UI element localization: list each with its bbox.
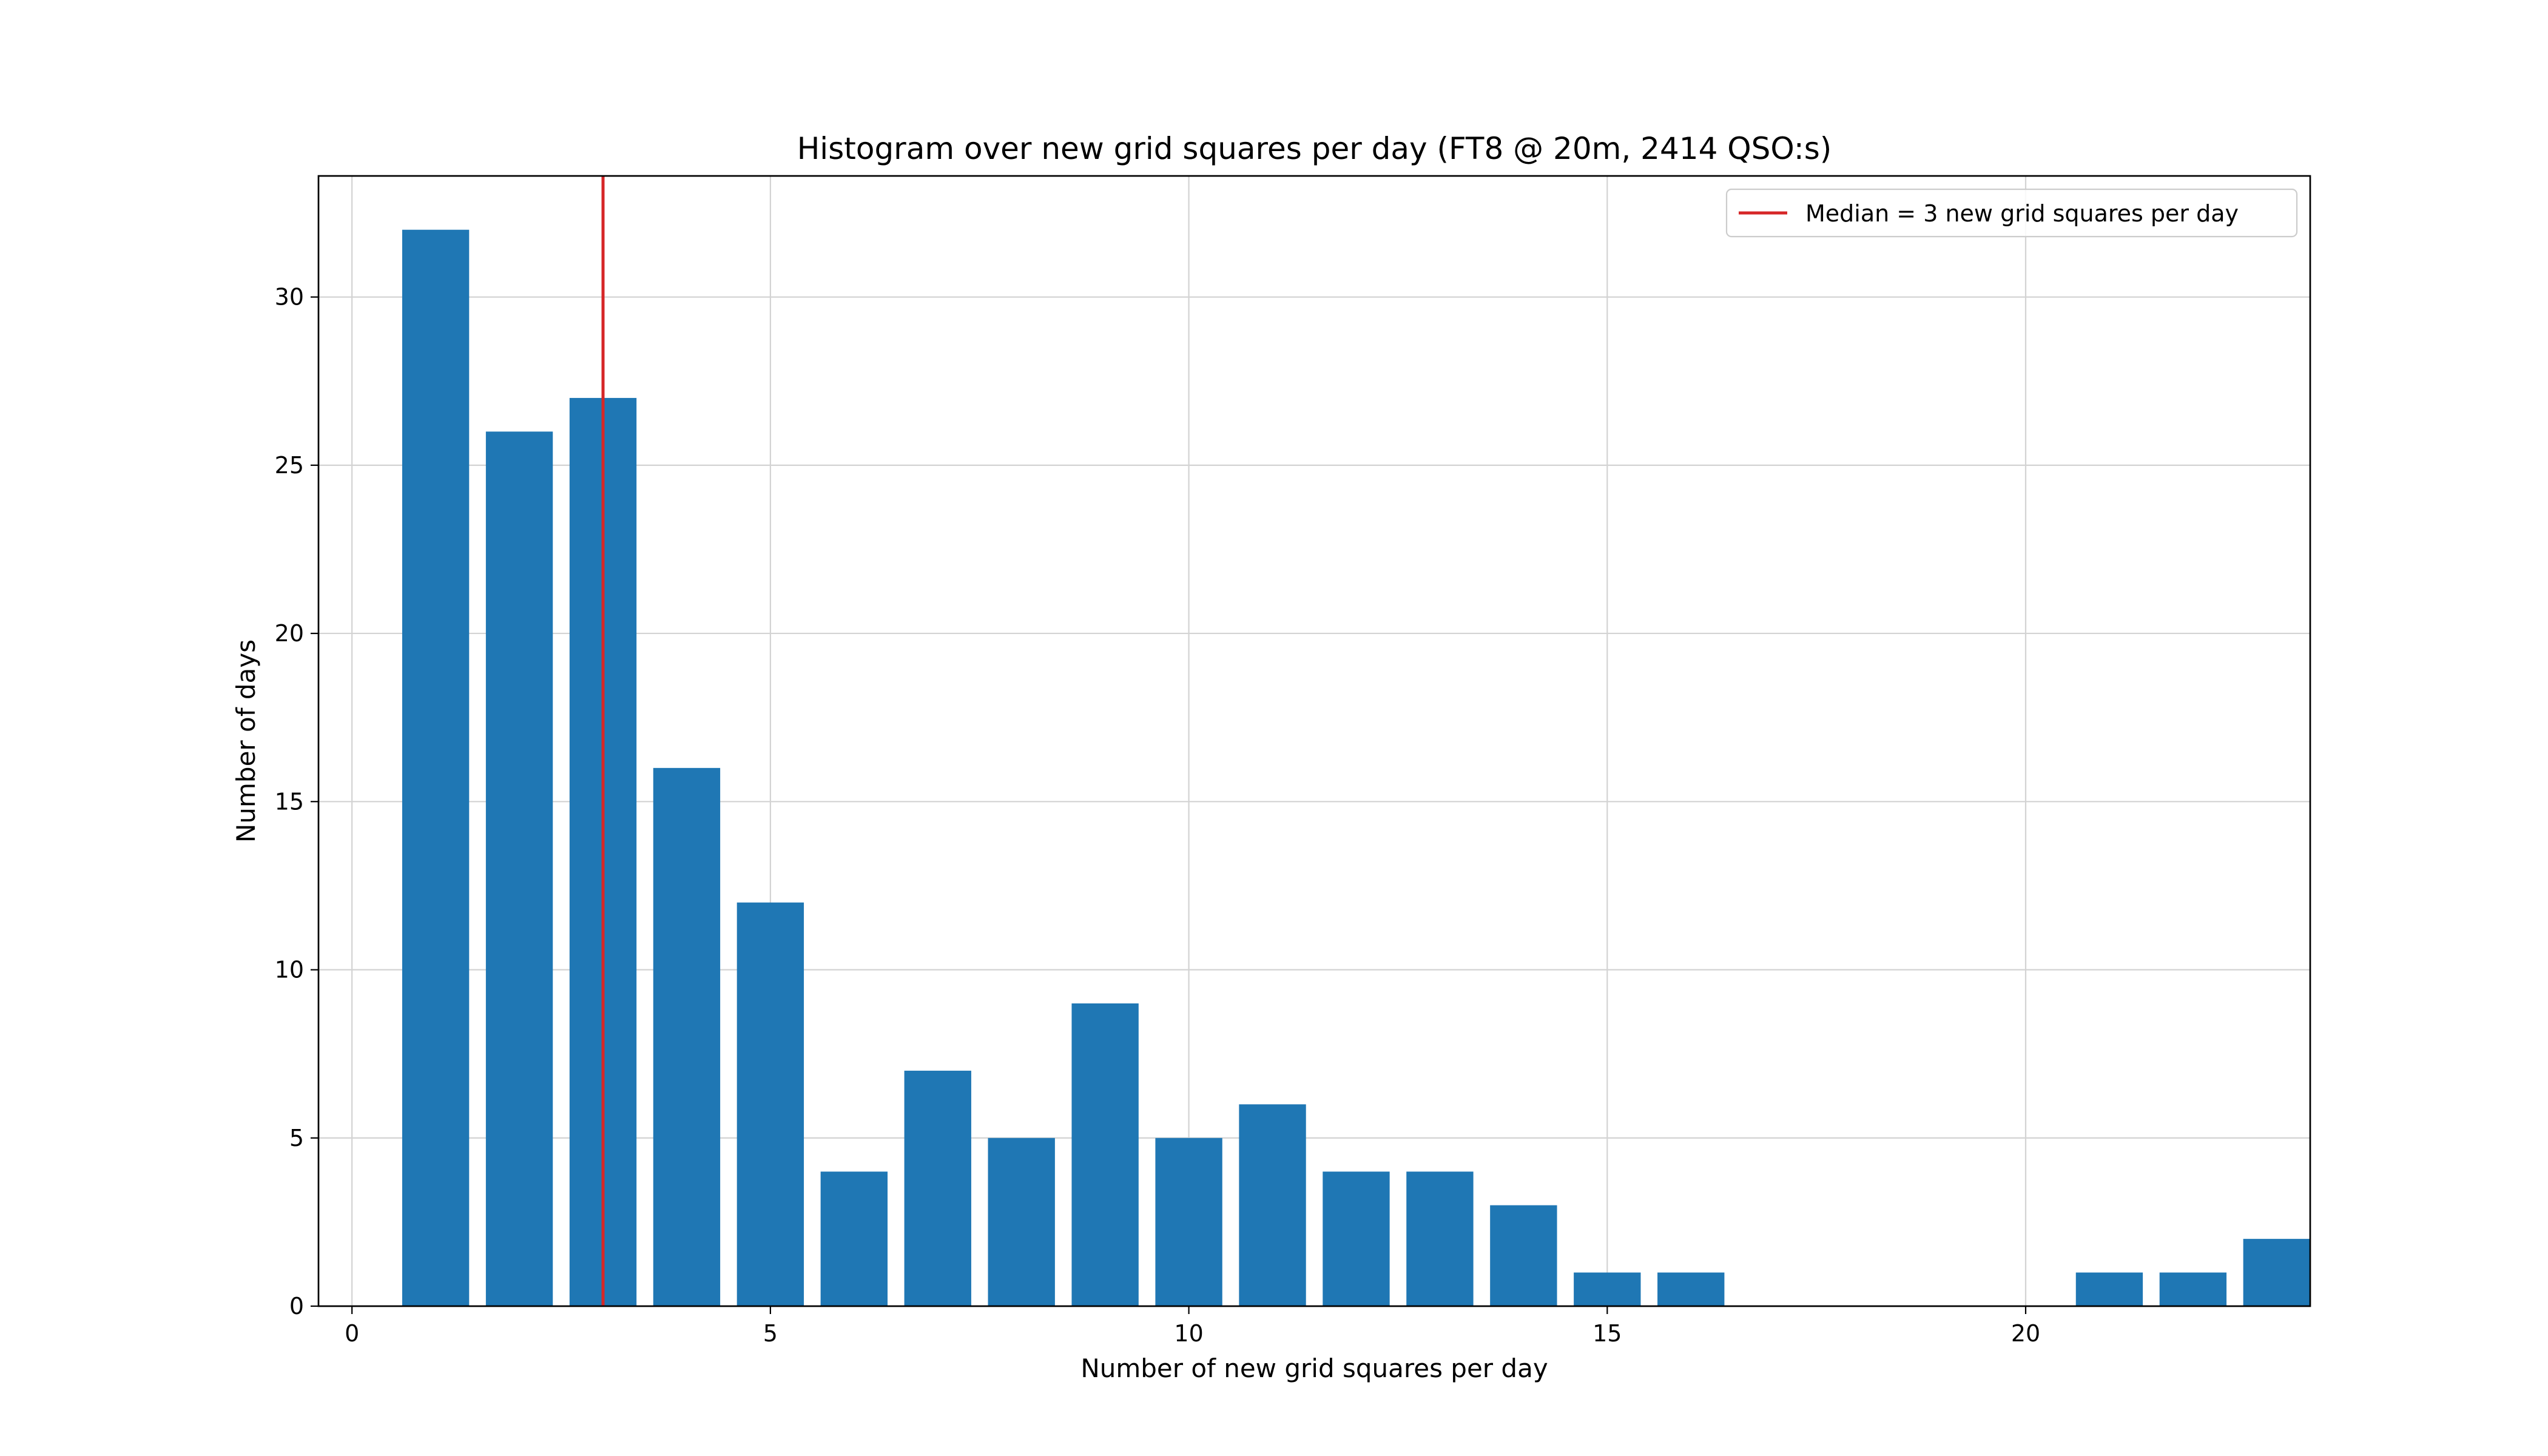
legend-box: [1725, 188, 2298, 238]
histogram-bar: [1239, 1104, 1306, 1306]
histogram-bar: [904, 1070, 971, 1306]
histogram-bar: [1071, 1003, 1139, 1306]
x-axis-label: Number of new grid squares per day: [1080, 1353, 1548, 1383]
y-tick-label: 25: [275, 452, 304, 479]
histogram-bar: [1490, 1205, 1557, 1306]
x-tick-label: 15: [1592, 1320, 1622, 1347]
histogram-bar: [653, 767, 721, 1306]
x-tick-label: 20: [2011, 1320, 2040, 1347]
histogram-bar: [1657, 1272, 1725, 1306]
y-tick-label: 15: [275, 788, 304, 815]
histogram-bar: [820, 1171, 888, 1306]
y-tick-label: 5: [289, 1125, 304, 1151]
x-tick-label: 0: [345, 1320, 359, 1347]
histogram-bar: [1574, 1272, 1641, 1306]
histogram-bar: [736, 902, 804, 1306]
y-axis-ticks: 0 5 10 15 20 25 30: [275, 284, 318, 1320]
chart-title: Histogram over new grid squares per day …: [797, 131, 1832, 166]
y-axis-label: Number of days: [231, 639, 261, 843]
y-tick-label: 0: [289, 1293, 304, 1320]
axes-frame: [317, 175, 2311, 1307]
histogram-bar: [402, 229, 470, 1306]
legend-label: Median = 3 new grid squares per day: [1805, 200, 2239, 227]
histogram-bar: [2243, 1239, 2310, 1306]
y-tick-label: 10: [275, 957, 304, 983]
x-tick-label: 5: [763, 1320, 778, 1347]
histogram-bar: [1155, 1138, 1222, 1306]
histogram-bar: [2075, 1272, 2143, 1306]
histogram-bar: [1323, 1171, 1390, 1306]
legend: Median = 3 new grid squares per day: [1725, 188, 2298, 238]
histogram-bar: [988, 1138, 1055, 1306]
histogram-bar: [1406, 1171, 1474, 1306]
y-tick-label: 30: [275, 284, 304, 311]
y-tick-label: 20: [275, 620, 304, 647]
grid-lines: [318, 176, 2310, 1307]
x-tick-label: 10: [1174, 1320, 1203, 1347]
x-axis-ticks: 0 5 10 15 20: [345, 1306, 2040, 1347]
histogram-bar: [2159, 1272, 2227, 1306]
histogram-bar: [485, 431, 553, 1307]
